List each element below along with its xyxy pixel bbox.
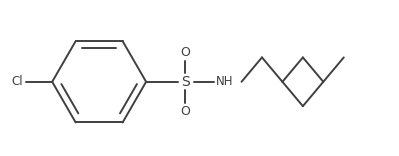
Text: NH: NH — [216, 75, 234, 88]
Text: S: S — [181, 75, 190, 89]
Text: O: O — [181, 105, 190, 118]
Text: Cl: Cl — [11, 75, 23, 88]
Text: O: O — [181, 46, 190, 59]
